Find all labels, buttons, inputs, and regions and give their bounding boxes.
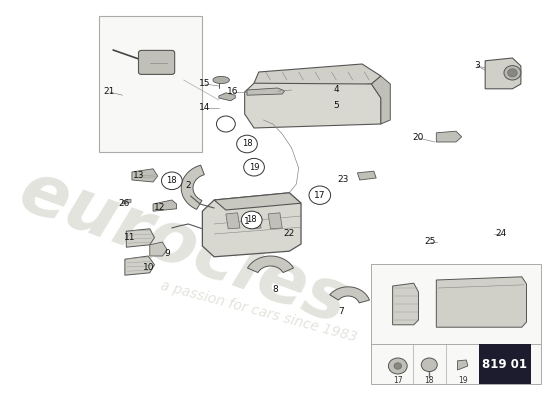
Polygon shape [358,171,376,180]
Text: 25: 25 [425,238,436,246]
Text: 3: 3 [474,62,480,70]
FancyBboxPatch shape [371,344,541,384]
Text: 23: 23 [338,176,349,184]
Text: 9: 9 [164,250,170,258]
Polygon shape [182,165,205,209]
Polygon shape [247,213,261,229]
Polygon shape [125,256,155,275]
Polygon shape [226,213,240,229]
Text: 18: 18 [241,140,252,148]
Text: 13: 13 [133,172,145,180]
Text: 17: 17 [314,191,326,200]
Text: 10: 10 [142,264,154,272]
Polygon shape [214,193,301,210]
Circle shape [421,358,437,372]
Text: 11: 11 [124,234,135,242]
Text: 22: 22 [284,230,295,238]
Text: 24: 24 [495,230,507,238]
Text: 16: 16 [227,88,239,96]
Polygon shape [247,88,284,95]
Text: 26: 26 [118,200,130,208]
Circle shape [394,363,402,369]
Circle shape [309,186,331,204]
Text: 19: 19 [458,376,468,385]
FancyBboxPatch shape [139,50,175,74]
Circle shape [162,172,182,190]
Text: 18: 18 [167,176,177,185]
Text: 7: 7 [338,308,344,316]
Text: 17: 17 [393,376,403,385]
Text: 19: 19 [249,163,259,172]
Polygon shape [458,360,468,370]
Polygon shape [371,76,390,124]
Text: 14: 14 [199,104,211,112]
Polygon shape [123,199,131,204]
Polygon shape [202,193,301,257]
Circle shape [217,116,235,132]
Circle shape [508,69,517,77]
FancyBboxPatch shape [99,16,202,152]
Circle shape [241,211,262,229]
Ellipse shape [213,76,229,84]
Text: 18: 18 [246,216,257,224]
FancyBboxPatch shape [478,344,531,384]
Text: 15: 15 [199,80,211,88]
Text: 18: 18 [425,376,434,385]
Text: eurocles: eurocles [9,156,358,340]
Text: a passion for cars since 1983: a passion for cars since 1983 [159,279,359,345]
Polygon shape [330,287,370,303]
Polygon shape [132,169,158,182]
Text: 1: 1 [244,218,250,226]
Polygon shape [219,93,235,101]
Text: 20: 20 [413,134,424,142]
Text: 8: 8 [272,286,278,294]
Polygon shape [436,277,526,327]
Text: 21: 21 [104,88,115,96]
Text: 12: 12 [155,204,166,212]
Circle shape [236,135,257,153]
Text: 4: 4 [333,86,339,94]
Polygon shape [268,213,282,229]
Polygon shape [150,242,167,256]
Polygon shape [126,229,155,247]
Polygon shape [245,83,381,128]
FancyBboxPatch shape [371,264,541,352]
Text: 5: 5 [333,102,339,110]
Polygon shape [153,200,177,211]
Circle shape [504,66,521,80]
Text: 2: 2 [185,182,191,190]
Polygon shape [436,131,461,142]
Polygon shape [248,256,294,272]
Text: 819 01: 819 01 [482,358,527,370]
Polygon shape [393,283,419,325]
Circle shape [388,358,407,374]
Circle shape [244,158,265,176]
Polygon shape [254,64,381,92]
Polygon shape [485,58,521,89]
